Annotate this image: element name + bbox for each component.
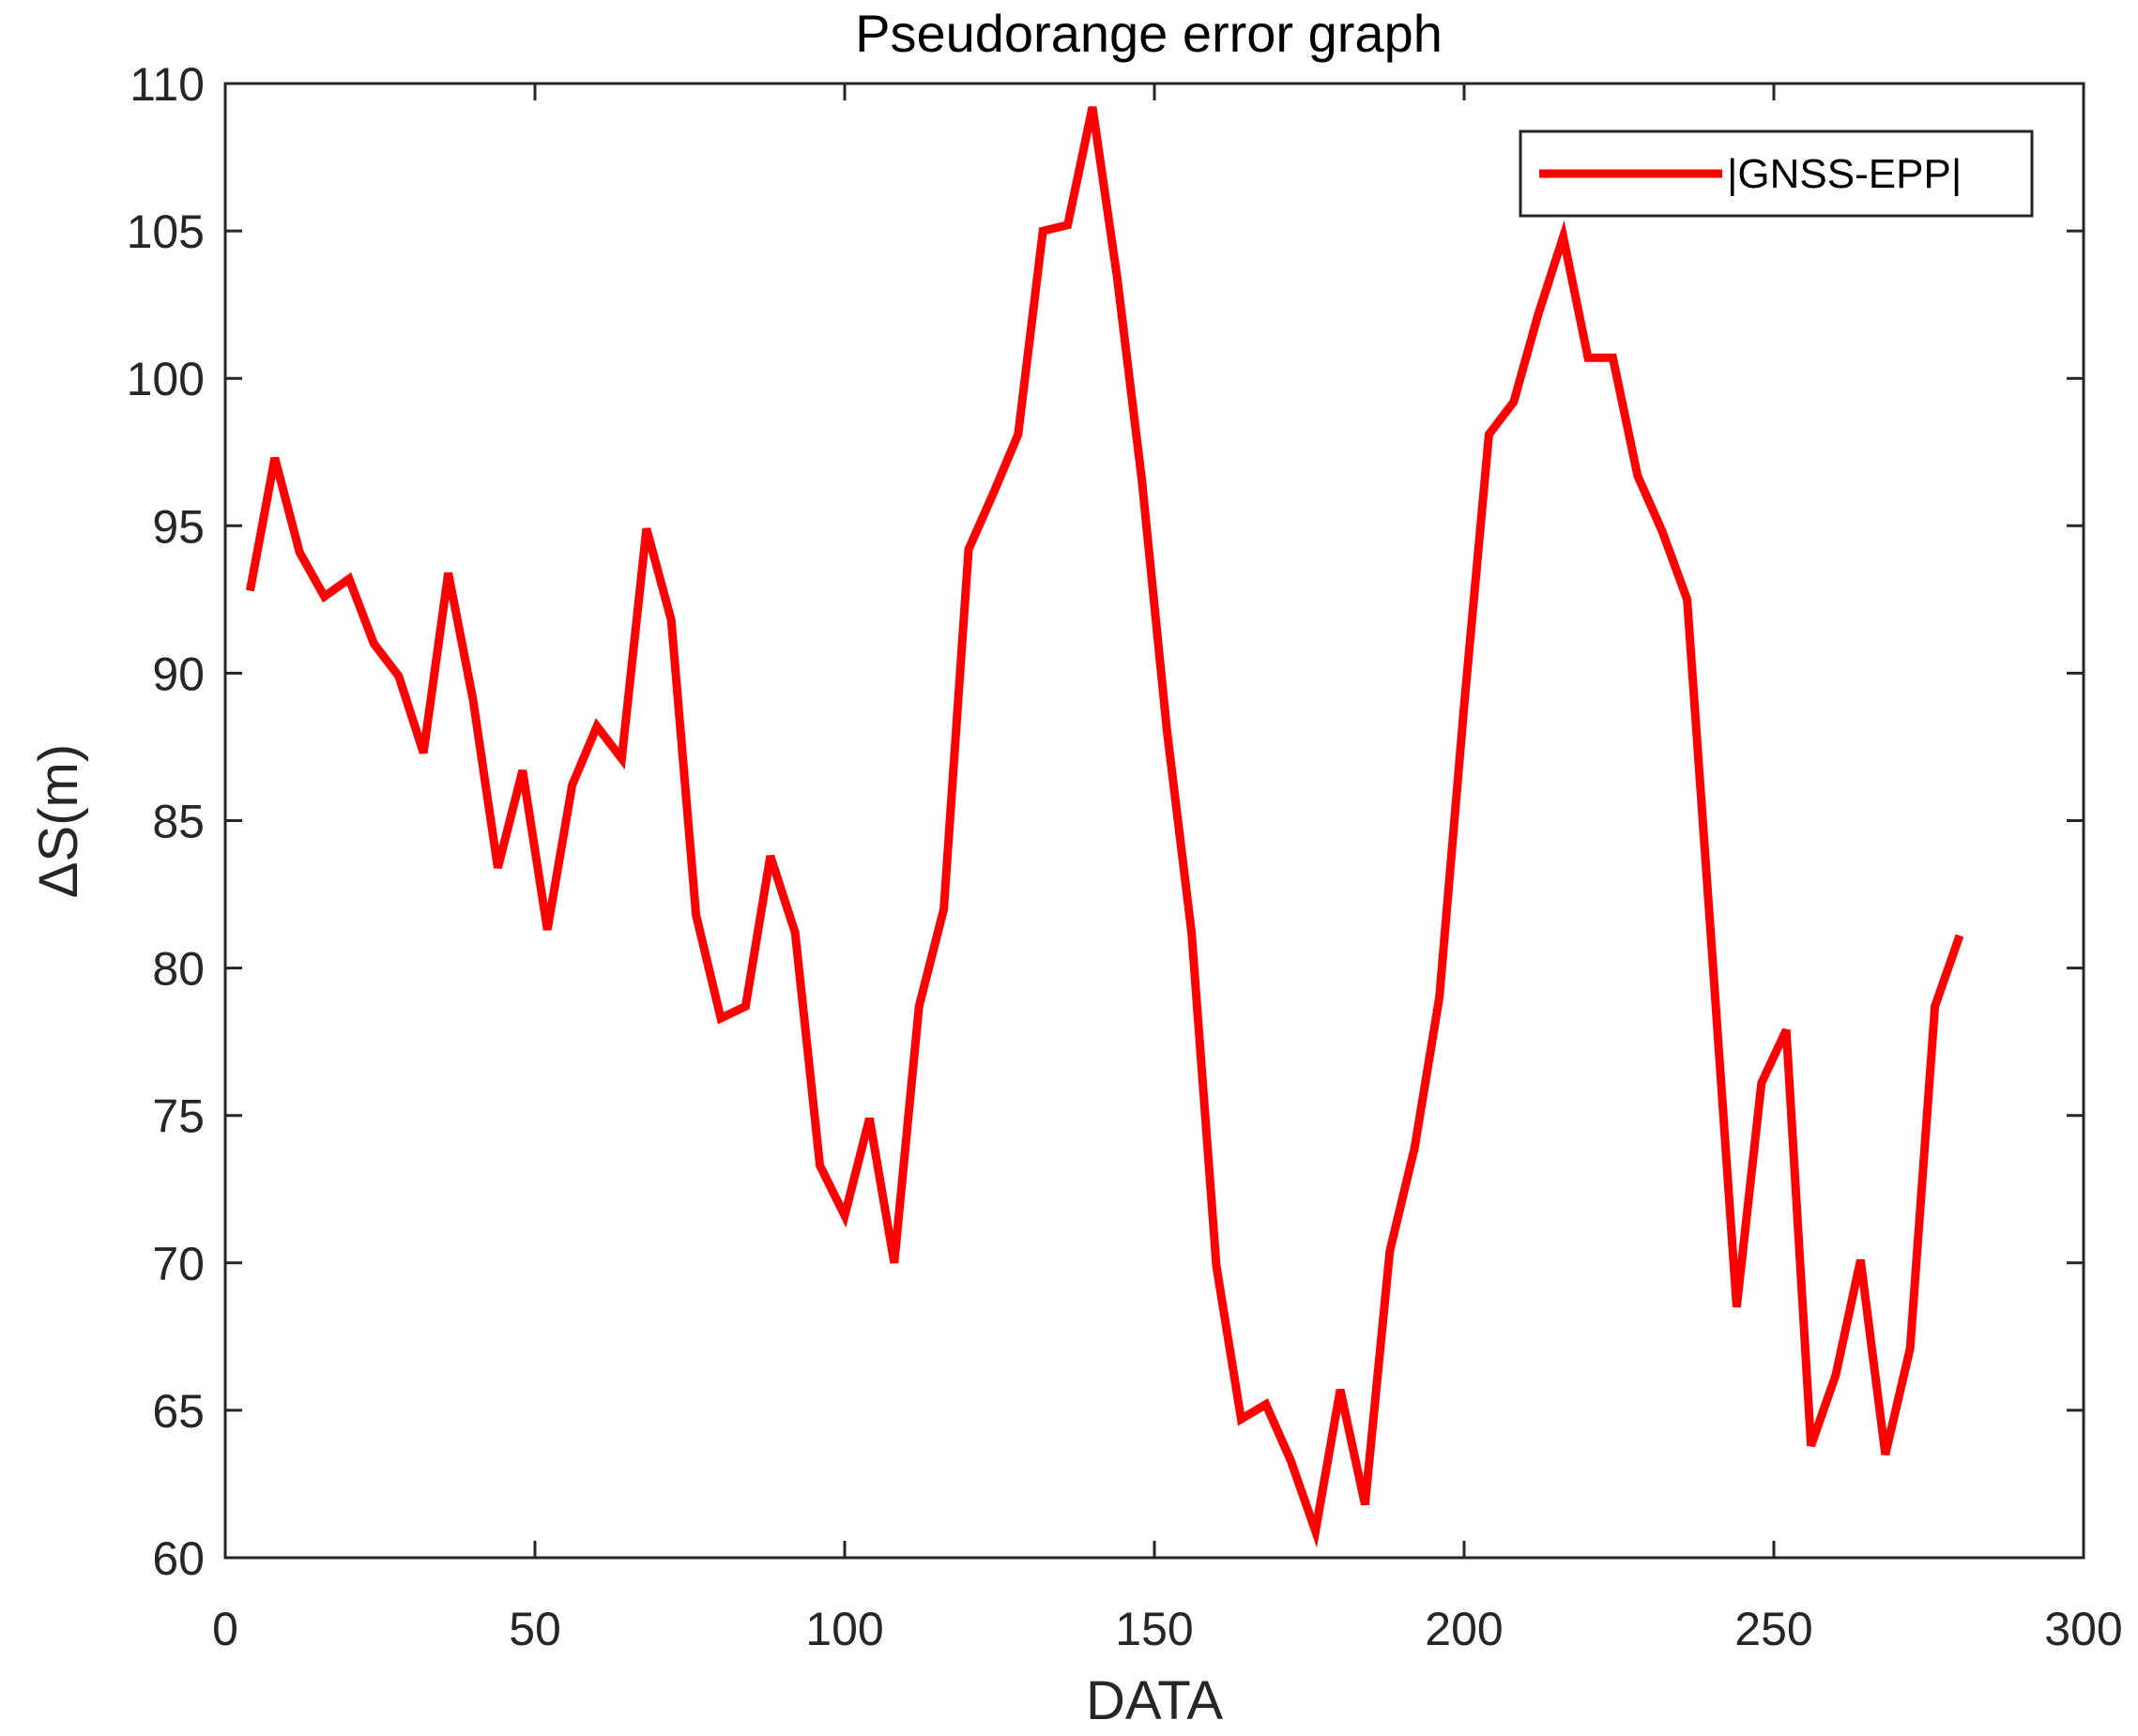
y-tick-label: 110 <box>130 58 205 111</box>
x-tick-label: 250 <box>1734 1603 1812 1655</box>
y-tick-label: 70 <box>152 1238 205 1290</box>
x-tick-label: 200 <box>1425 1603 1503 1655</box>
x-tick-label: 100 <box>805 1603 883 1655</box>
x-axis-label: DATA <box>1086 1670 1223 1731</box>
plot-area-frame <box>223 82 2085 1560</box>
x-tick-label: 0 <box>212 1603 238 1655</box>
legend-label-gnss-epp: |GNSS-EPP| <box>1727 151 1962 197</box>
y-tick-label: 100 <box>127 353 205 405</box>
legend: |GNSS-EPP| <box>1519 129 2034 218</box>
series-line-gnss-epp <box>245 106 1964 1548</box>
series-layer <box>245 106 1964 1548</box>
y-tick-label: 85 <box>152 796 205 848</box>
y-tick-label: 65 <box>152 1385 205 1438</box>
x-tick-label: 300 <box>2044 1603 2122 1655</box>
x-axis-ticks: 0 50 100 150 200 250 300 <box>212 84 2123 1655</box>
y-tick-label: 60 <box>152 1532 205 1585</box>
y-tick-label: 95 <box>152 500 205 553</box>
y-axis-label: ΔS(m) <box>28 744 89 898</box>
y-tick-label: 80 <box>152 943 205 996</box>
y-tick-label: 75 <box>152 1090 205 1143</box>
chart-title: Pseudorange error graph <box>855 4 1443 63</box>
y-tick-label: 90 <box>152 647 205 700</box>
x-tick-label: 50 <box>509 1603 561 1655</box>
x-tick-label: 150 <box>1115 1603 1193 1655</box>
y-tick-label: 105 <box>127 206 205 258</box>
y-axis-ticks: 60 65 70 75 80 85 90 95 100 105 110 <box>127 58 2084 1585</box>
